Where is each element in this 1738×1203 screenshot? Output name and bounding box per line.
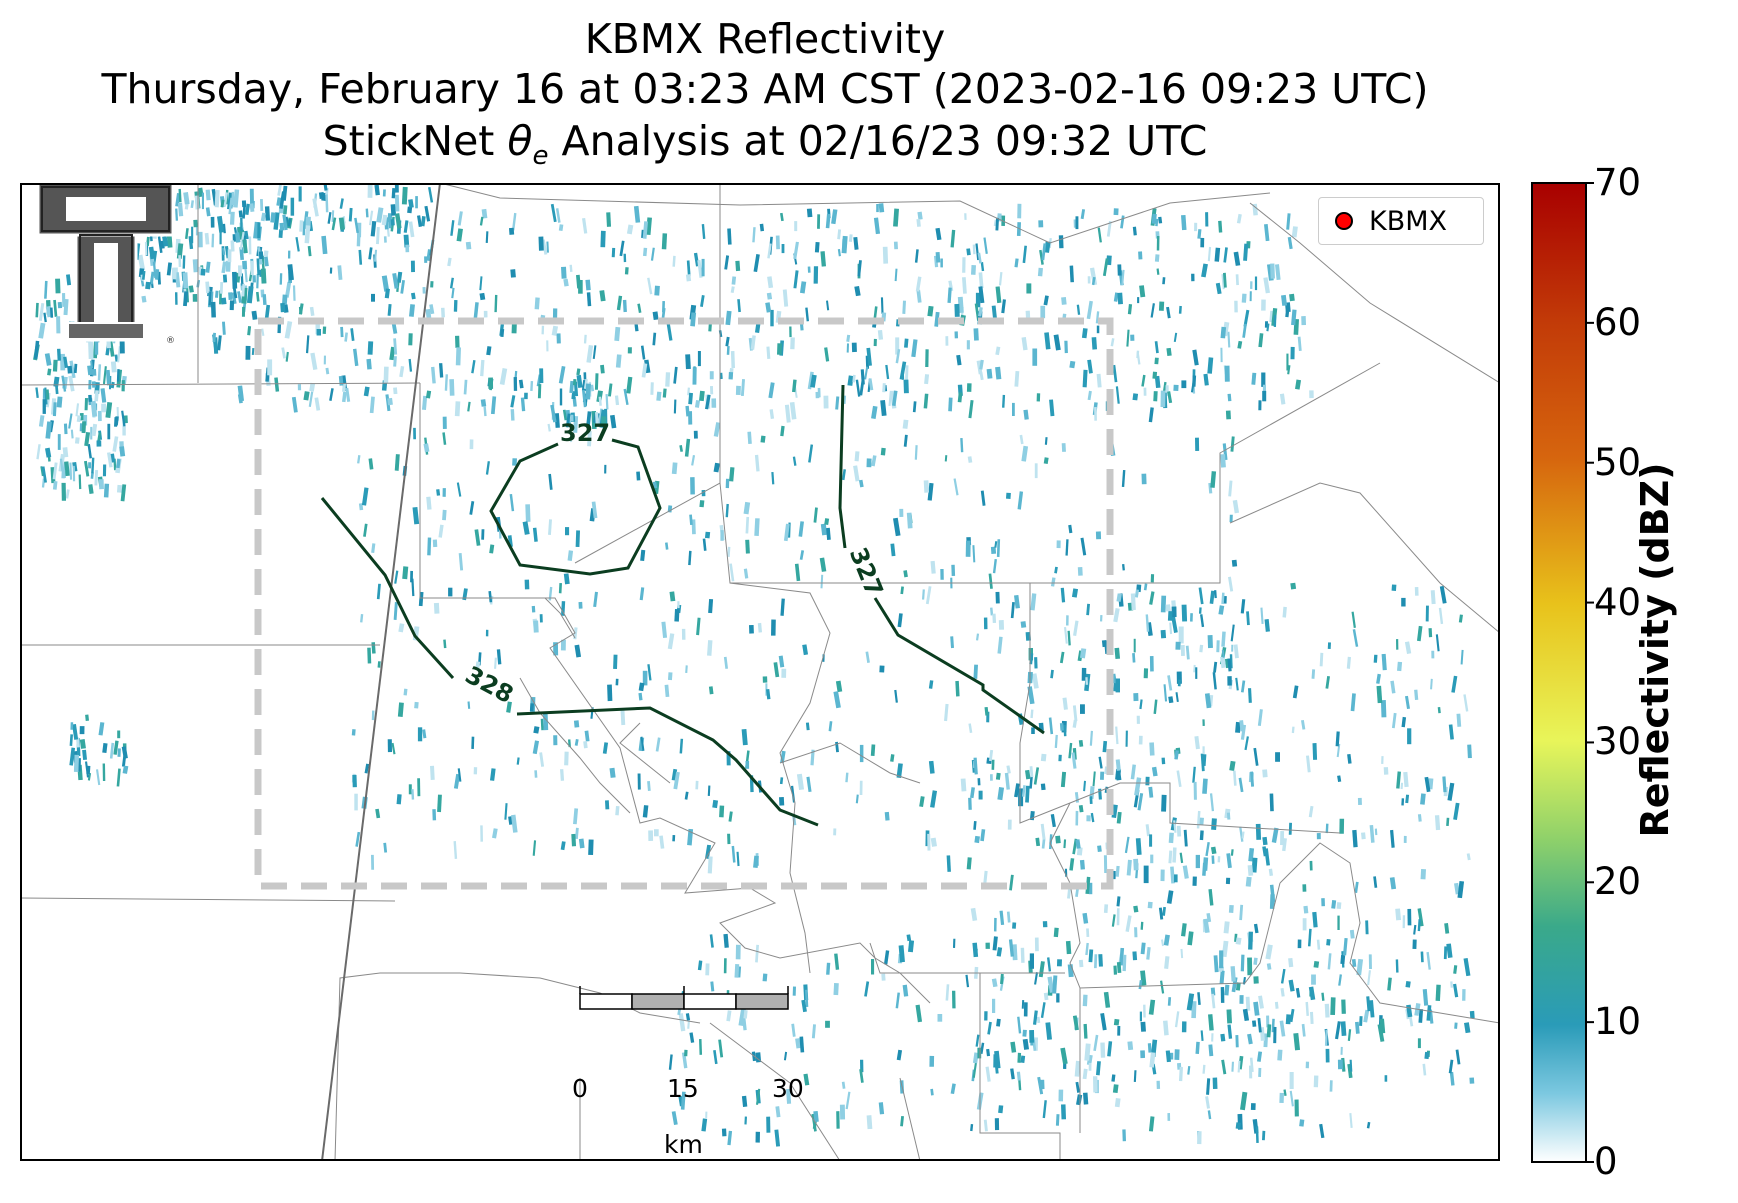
legend-label: KBMX [1369,205,1448,237]
colorbar-tick-label: 50 [1594,440,1642,484]
colorbar [1531,182,1594,1163]
title-analysis: StickNet θe Analysis at 02/16/23 09:32 U… [322,117,1208,172]
map-legend: KBMX [1318,197,1484,245]
colorbar-tick-label: 30 [1594,720,1642,764]
state-boundary [321,183,441,1161]
colorbar-tick-label: 60 [1594,300,1642,344]
colorbar-gradient [1531,182,1587,1163]
map-frame [20,183,1500,1161]
colorbar-tick-label: 20 [1594,860,1642,904]
colorbar-tick-label: 0 [1594,1140,1618,1183]
scale-unit-label: km [664,1130,703,1159]
county-boundaries [20,183,1500,1161]
svg-text:®: ® [166,336,175,346]
colorbar-tick-label: 70 [1594,161,1642,204]
radar-map: 327 328 327 ® [20,183,1500,1161]
analysis-box [254,317,1114,890]
colorbar-label: Reflectivity (dBZ) [1633,462,1677,838]
contour-328 [320,497,819,827]
contour-label: 327 [560,419,610,447]
theta-e-contours [320,384,1045,827]
scale-tick-label: 0 [572,1074,588,1103]
texas-tech-logo: ® [36,183,175,346]
contour-327-loop [489,438,662,576]
scale-tick-label: 15 [667,1074,699,1103]
scale-tick-label: 30 [772,1074,804,1103]
colorbar-tick-label: 10 [1594,1000,1642,1044]
scale-bar [579,986,789,1010]
kbmx-radar-marker-icon [1335,212,1353,230]
title-datetime: Thursday, February 16 at 03:23 AM CST (2… [101,65,1429,113]
colorbar-tick-label: 40 [1594,580,1642,624]
contour-327-east [838,384,1045,735]
title-radar: KBMX Reflectivity [584,15,946,63]
